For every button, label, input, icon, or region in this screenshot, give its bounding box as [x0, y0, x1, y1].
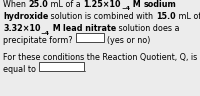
Text: .: .	[84, 65, 86, 74]
Text: 25.0: 25.0	[28, 0, 48, 9]
Text: M: M	[130, 0, 143, 9]
Text: mL of a: mL of a	[48, 0, 83, 9]
Text: 3.32×10: 3.32×10	[3, 24, 40, 33]
Text: lead nitrate: lead nitrate	[63, 24, 116, 33]
Text: solution is combined with: solution is combined with	[48, 12, 156, 21]
Text: 1.25×10: 1.25×10	[83, 0, 121, 9]
Text: For these conditions the Reaction Quotient, Q, is: For these conditions the Reaction Quotie…	[3, 53, 197, 62]
Text: precipitate form?: precipitate form?	[3, 36, 73, 45]
Text: (yes or no): (yes or no)	[107, 36, 150, 45]
Text: sodium: sodium	[143, 0, 176, 9]
Text: When: When	[3, 0, 28, 9]
Text: −4: −4	[40, 31, 50, 36]
Text: hydroxide: hydroxide	[3, 12, 48, 21]
Text: M: M	[50, 24, 63, 33]
Text: equal to: equal to	[3, 65, 38, 74]
Text: solution does a: solution does a	[116, 24, 180, 33]
Text: 15.0: 15.0	[156, 12, 176, 21]
Text: −4: −4	[121, 7, 130, 12]
Text: mL of a: mL of a	[176, 12, 200, 21]
